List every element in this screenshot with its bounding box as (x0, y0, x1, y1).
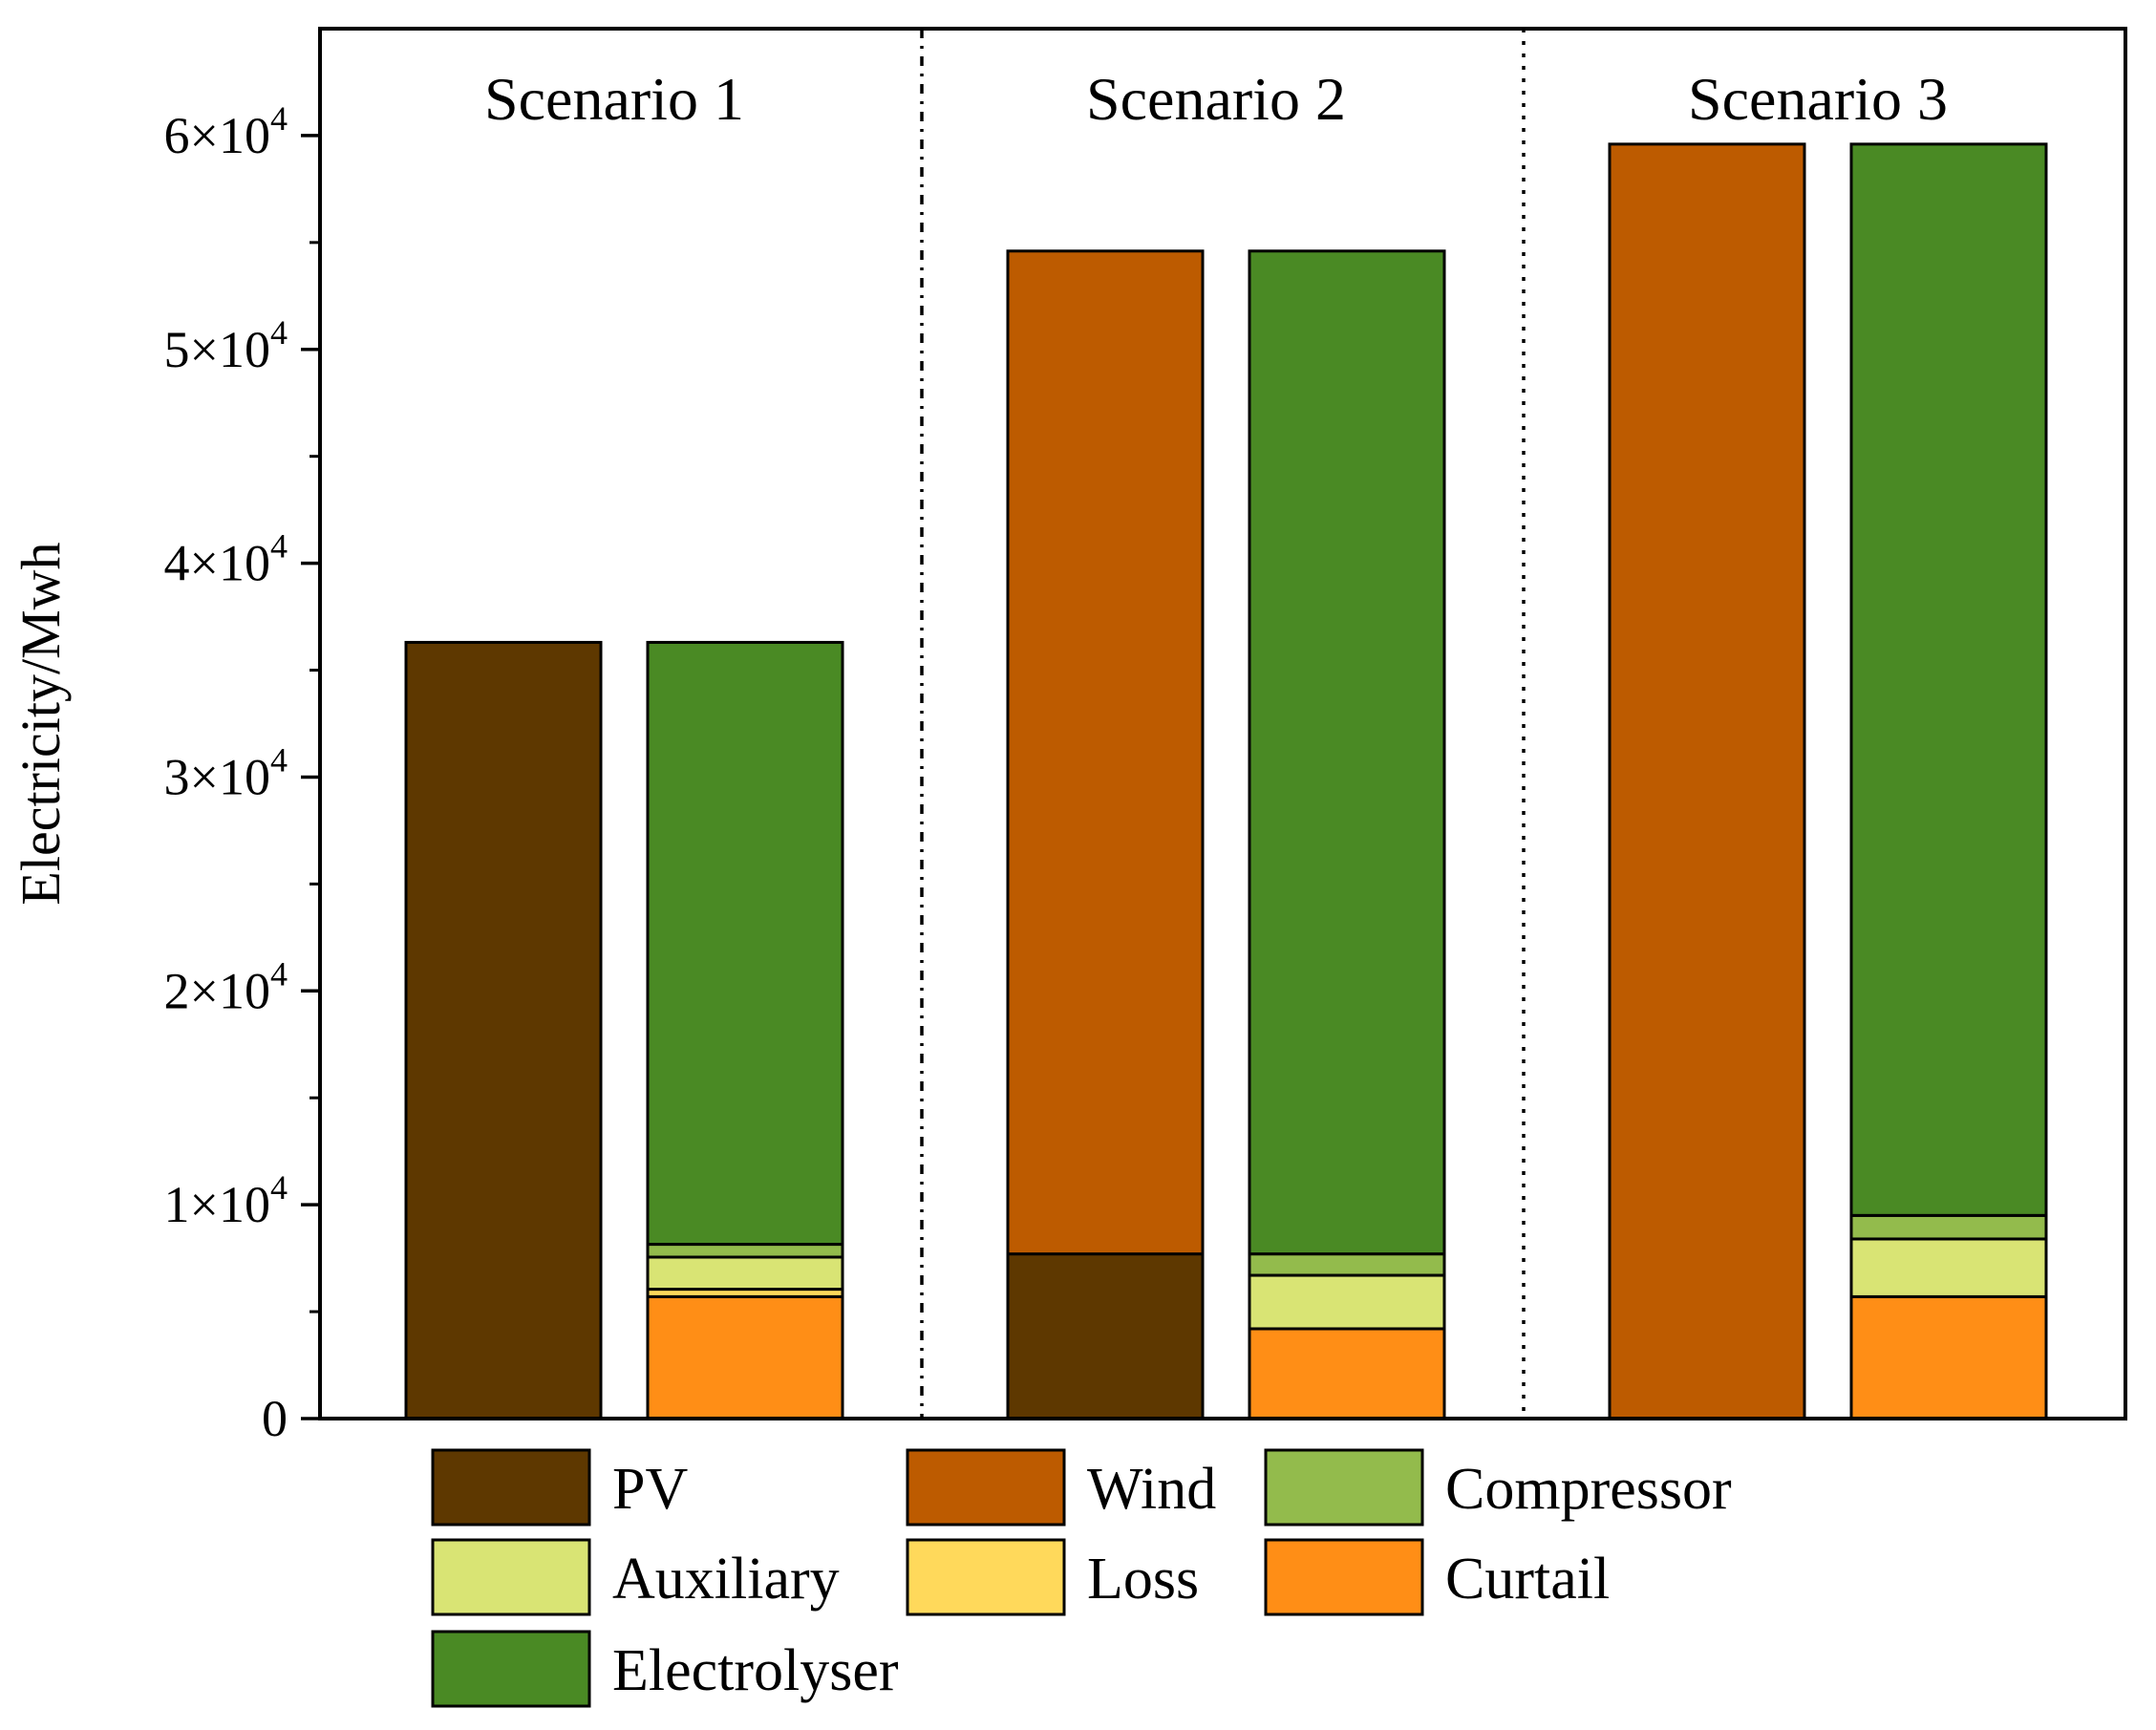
labels-layer: Scenario 1 Scenario 2 Scenario 3 (484, 65, 1948, 133)
y-tick-label-3: 3×104 (164, 740, 288, 805)
y-axis-title: Electricity/Mwh (10, 542, 72, 905)
bar-scenario-2-consumption-curtail (1248, 1327, 1446, 1420)
legend-label-wind: Wind (1087, 1457, 1216, 1522)
bar-scenario-1-supply-pv (404, 640, 603, 1420)
bars-layer (404, 142, 2048, 1420)
bar-scenario-1-consumption-electrolyser (646, 640, 844, 1247)
legend-label-pv: PV (612, 1457, 688, 1522)
bar-scenario-3-supply-wind (1608, 142, 1806, 1420)
legend-label-electrolyser: Electrolyser (612, 1638, 899, 1703)
legend-swatch-pv (431, 1448, 591, 1527)
bar-scenario-2-supply-pv (1006, 1252, 1205, 1420)
legend-label-curtail: Curtail (1445, 1547, 1610, 1612)
bar-scenario-2-supply-wind (1006, 249, 1205, 1256)
legend-swatch-loss (906, 1538, 1066, 1616)
legend: PV Wind Compressor Auxiliary Loss Curtail Elec… (431, 1448, 1732, 1708)
scenario-label-3: Scenario 3 (1688, 65, 1948, 133)
bar-scenario-2-consumption-electrolyser (1248, 249, 1446, 1256)
legend-swatch-electrolyser (431, 1630, 591, 1708)
bar-scenario-3-consumption-curtail (1849, 1294, 2048, 1420)
plot-frame (318, 27, 2127, 1420)
bar-scenario-2-consumption-compressor (1248, 1252, 1446, 1277)
bar-scenario-1-consumption-compressor (646, 1243, 844, 1259)
scenario-label-1: Scenario 1 (484, 65, 744, 133)
y-tick-label-5: 5×104 (164, 313, 288, 378)
legend-swatch-compressor (1264, 1448, 1424, 1527)
y-tick-label-2: 2×104 (164, 954, 288, 1019)
bar-scenario-3-consumption-compressor (1849, 1213, 2048, 1241)
legend-swatch-auxiliary (431, 1538, 591, 1616)
y-tick-label-0: 0 (262, 1390, 288, 1447)
y-tick-label-1: 1×104 (164, 1168, 288, 1233)
bar-scenario-1-consumption-curtail (646, 1294, 844, 1420)
legend-swatch-wind (906, 1448, 1066, 1527)
scenario-label-2: Scenario 2 (1086, 65, 1346, 133)
bar-scenario-2-consumption-auxiliary (1248, 1273, 1446, 1331)
legend-label-auxiliary: Auxiliary (612, 1547, 840, 1612)
axes-layer: 0 1×104 2×104 3×104 4×104 5×104 6×104 Electrici… (10, 27, 2127, 1447)
legend-label-loss: Loss (1087, 1547, 1199, 1612)
y-tick-label-4: 4×104 (164, 527, 288, 592)
y-tick-label-6: 6×104 (164, 99, 288, 164)
bar-scenario-3-consumption-auxiliary (1849, 1237, 2048, 1298)
bar-scenario-1-consumption-auxiliary (646, 1255, 844, 1292)
legend-label-compressor: Compressor (1445, 1457, 1732, 1522)
bar-scenario-3-consumption-electrolyser (1849, 142, 2048, 1217)
legend-swatch-curtail (1264, 1538, 1424, 1616)
